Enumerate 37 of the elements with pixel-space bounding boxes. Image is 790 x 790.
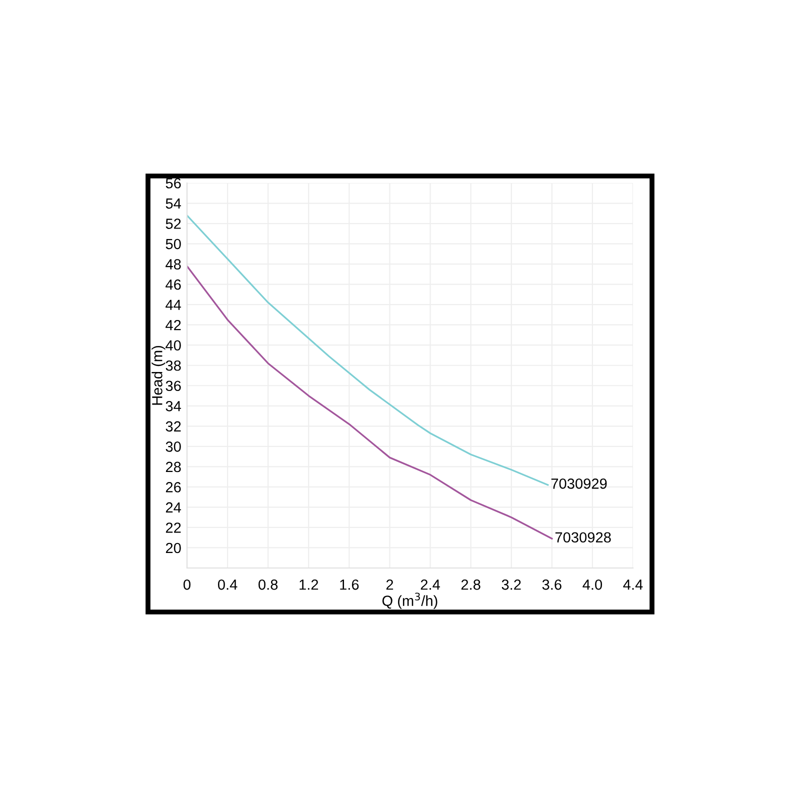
x-tick-label: 1.2	[300, 579, 318, 590]
y-tick-label: 54	[166, 198, 182, 209]
x-tick-label: 3.6	[542, 579, 562, 590]
line-series	[187, 214, 549, 486]
y-tick-label: 30	[166, 442, 181, 452]
line-series	[187, 265, 553, 540]
x-tick-label: 0.4	[218, 579, 238, 590]
y-tick-label: 24	[166, 502, 182, 512]
y-tick-label: 42	[166, 320, 181, 330]
y-tick-label: 32	[166, 421, 181, 432]
x-tick-label: 0.8	[258, 579, 278, 590]
y-tick-label: 34	[166, 400, 182, 412]
x-tick-label: 4.0	[582, 579, 602, 590]
y-tick-label: 22	[166, 522, 181, 533]
x-tick-label: 1.6	[340, 579, 359, 590]
x-axis-title: Q (m$^{3}$/h)	[382, 592, 438, 609]
y-tick-label: 28	[166, 462, 181, 472]
y-tick-label: 36	[166, 380, 181, 392]
y-tick-label: 20	[166, 542, 181, 554]
x-tick-label: 2	[386, 579, 394, 590]
x-tick-label: 3.2	[502, 579, 521, 590]
x-tick-label: 0	[184, 579, 190, 590]
series-label: 7030929	[551, 478, 607, 489]
y-tick-label: 50	[166, 238, 181, 250]
y-tick-label: 52	[166, 218, 181, 229]
y-tick-label: 46	[166, 279, 181, 290]
y-tick-label: 44	[166, 300, 182, 310]
x-tick-label: 2.4	[420, 579, 440, 590]
x-tick-label: 2.8	[461, 579, 480, 590]
y-tick-label: 56	[166, 178, 181, 188]
y-tick-label: 38	[166, 360, 181, 371]
y-tick-label: 40	[166, 340, 181, 351]
y-tick-label: 48	[166, 259, 181, 270]
series-label: 7030928	[555, 532, 611, 543]
x-tick-label: 4.4	[623, 580, 643, 590]
y-axis-title: Head (m)	[152, 346, 166, 405]
y-tick-label: 26	[166, 482, 181, 492]
